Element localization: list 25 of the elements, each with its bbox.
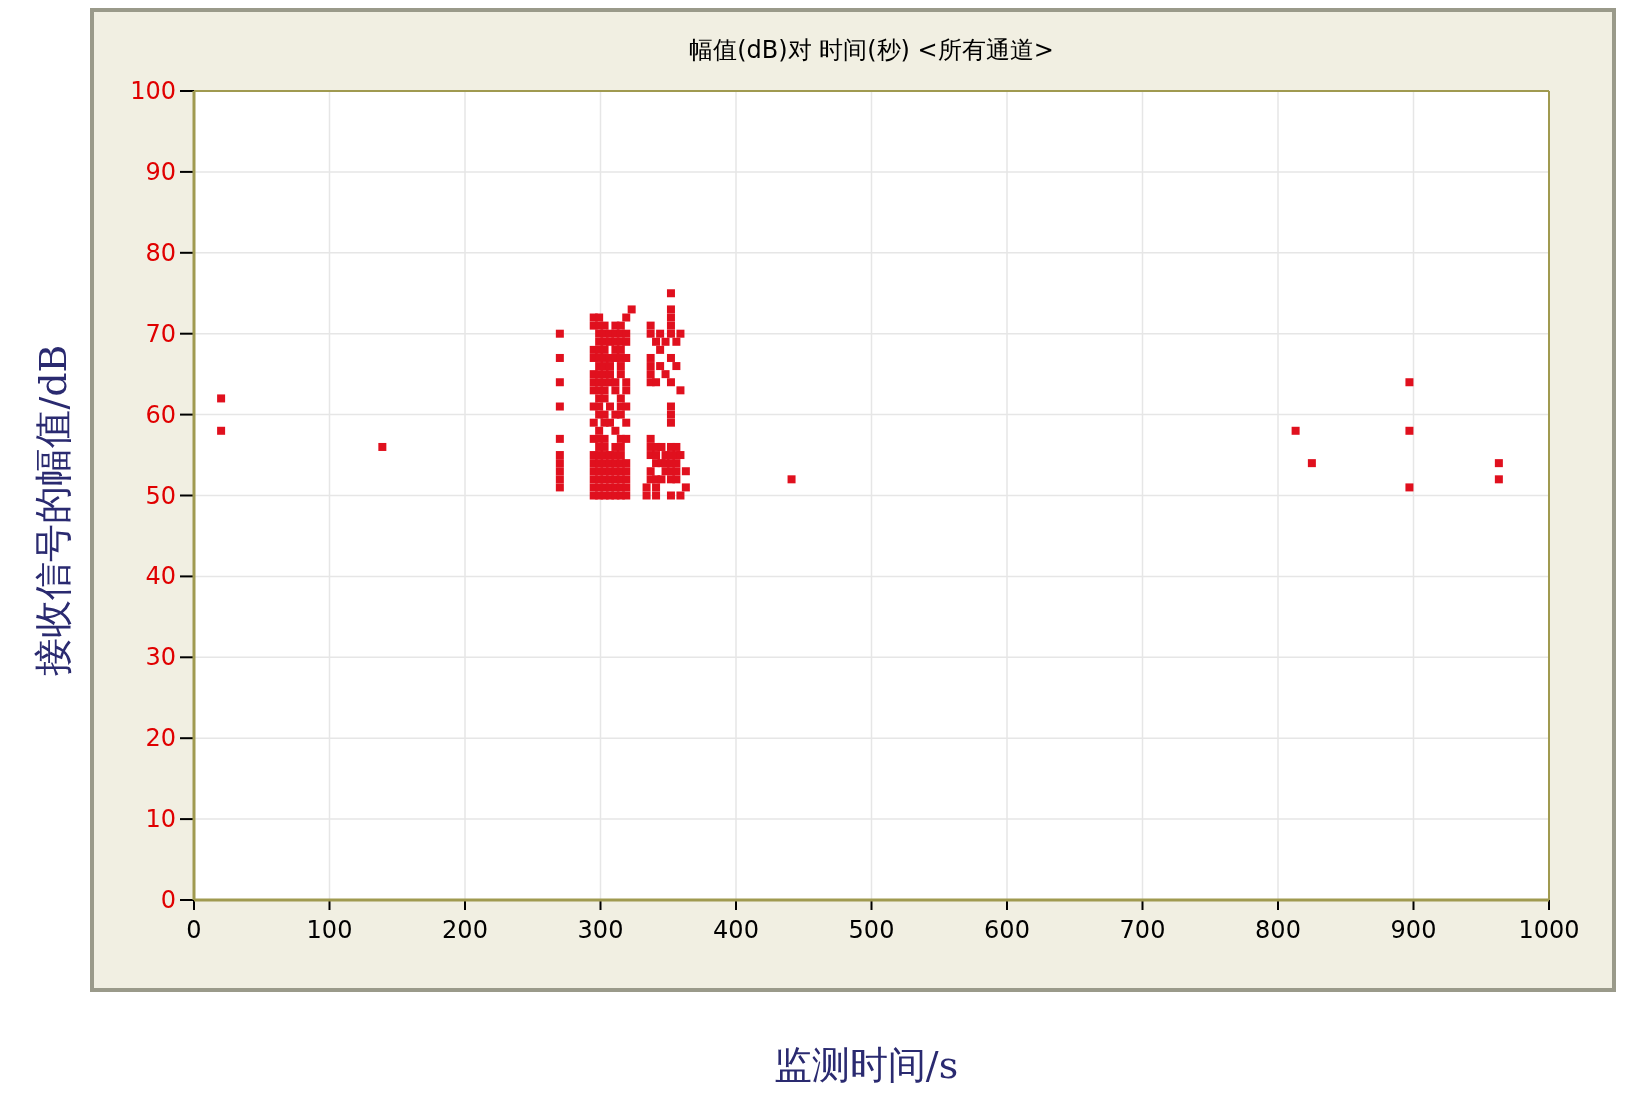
x-tick-label: 700: [1119, 916, 1166, 944]
y-tick-label: 60: [145, 400, 176, 429]
y-tick-label: 100: [130, 77, 176, 105]
y-axis-title: 接收信号的幅值/dB: [31, 344, 75, 676]
y-tick-label: 40: [145, 562, 176, 591]
x-tick-label: 500: [848, 916, 895, 944]
y-tick-label: 70: [145, 319, 176, 348]
x-tick-label: 600: [984, 916, 1030, 944]
x-tick-label: 100: [306, 916, 353, 944]
x-tick-label: 800: [1255, 916, 1301, 944]
y-tick-label: 20: [145, 724, 176, 753]
x-tick-label: 200: [442, 916, 488, 944]
y-tick-label: 30: [145, 643, 176, 672]
x-tick-label: 400: [713, 916, 759, 944]
y-tick-label: 10: [145, 805, 176, 834]
y-tick-label: 90: [145, 157, 176, 186]
y-tick-label: 50: [145, 481, 176, 510]
x-tick-label: 0: [186, 916, 202, 944]
x-tick-label: 300: [577, 916, 624, 944]
x-tick-label: 900: [1390, 916, 1437, 944]
y-tick-label: 0: [160, 886, 176, 914]
x-axis-title: 监测时间/s: [773, 1043, 959, 1087]
y-tick-label: 80: [145, 238, 176, 267]
chart-title: 幅值(dB)对 时间(秒) <所有通道>: [689, 36, 1054, 64]
x-tick-label: 1000: [1518, 916, 1580, 944]
